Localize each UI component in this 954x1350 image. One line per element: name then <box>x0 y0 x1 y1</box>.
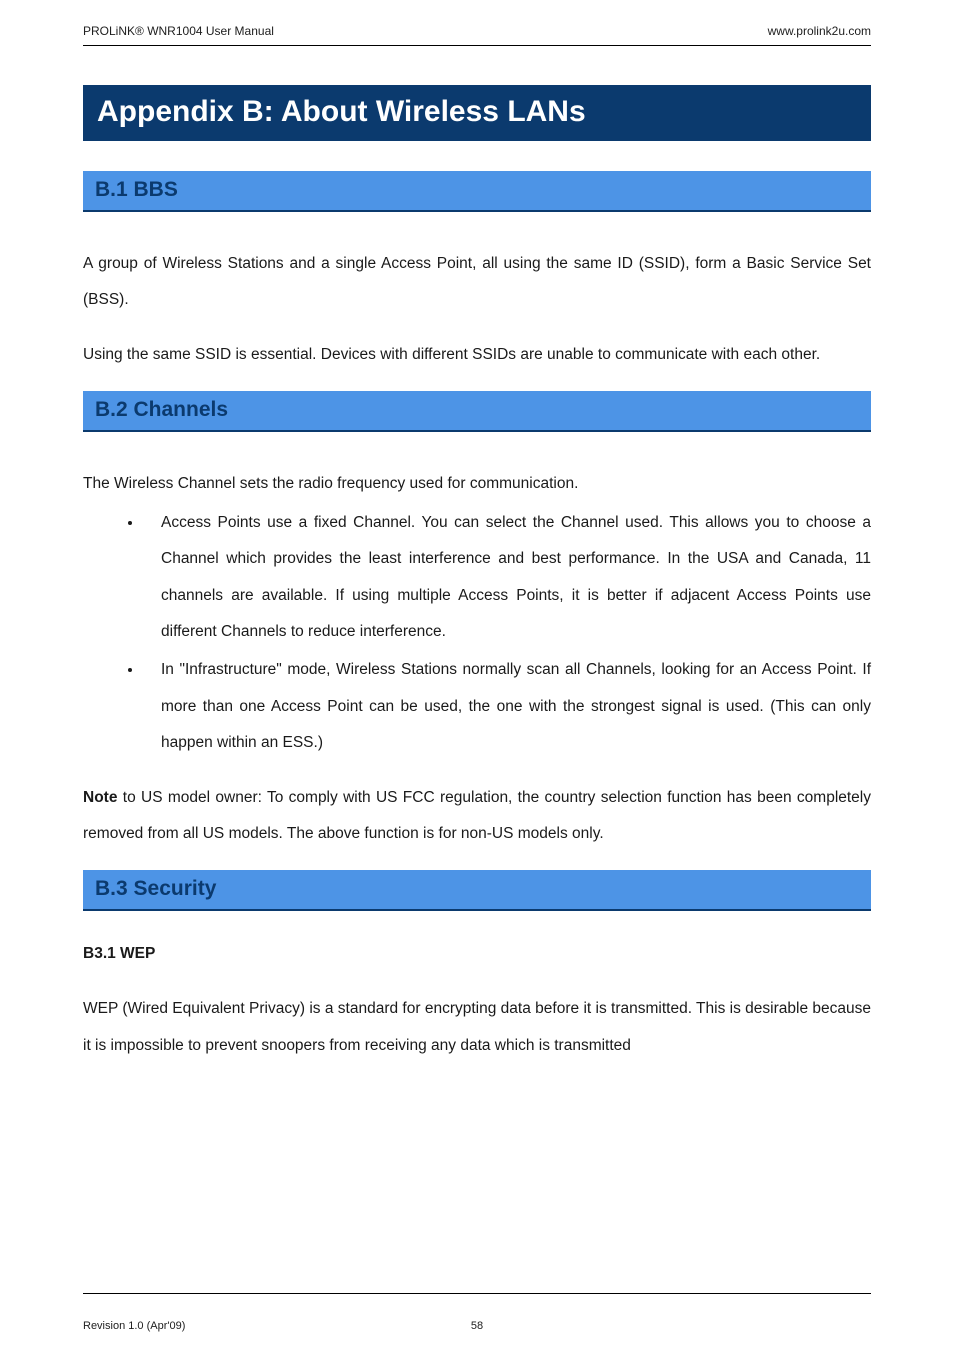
section-b1-heading: B.1 BBS <box>83 171 871 212</box>
section-b3-body: WEP (Wired Equivalent Privacy) is a stan… <box>83 991 871 1064</box>
b1-para2: Using the same SSID is essential. Device… <box>83 337 871 373</box>
section-b2-body: The Wireless Channel sets the radio freq… <box>83 466 871 852</box>
footer-page-number: 58 <box>83 1320 871 1332</box>
b2-note-text: to US model owner: To comply with US FCC… <box>83 789 871 842</box>
page-title-banner: Appendix B: About Wireless LANs <box>83 85 871 141</box>
page: PROLiNK® WNR1004 User Manual www.prolink… <box>0 0 954 1350</box>
footer-rule <box>83 1293 871 1294</box>
section-b3-heading: B.3 Security <box>83 870 871 911</box>
header-left: PROLiNK® WNR1004 User Manual <box>83 24 274 38</box>
b2-bullet-2: In "Infrastructure" mode, Wireless Stati… <box>143 652 871 761</box>
b3-sub-heading: B3.1 WEP <box>83 945 871 963</box>
b1-para1: A group of Wireless Stations and a singl… <box>83 246 871 319</box>
content-area: Appendix B: About Wireless LANs B.1 BBS … <box>83 85 871 1082</box>
header-right: www.prolink2u.com <box>768 24 871 38</box>
b2-intro: The Wireless Channel sets the radio freq… <box>83 466 871 502</box>
b3-para1: WEP (Wired Equivalent Privacy) is a stan… <box>83 991 871 1064</box>
b2-note: Note to US model owner: To comply with U… <box>83 780 871 853</box>
b2-bullet-list: Access Points use a fixed Channel. You c… <box>83 505 871 762</box>
b2-bullet-1: Access Points use a fixed Channel. You c… <box>143 505 871 651</box>
section-b2-heading: B.2 Channels <box>83 391 871 432</box>
header-rule <box>83 45 871 46</box>
page-header: PROLiNK® WNR1004 User Manual www.prolink… <box>83 24 871 38</box>
section-b1-body: A group of Wireless Stations and a singl… <box>83 246 871 373</box>
b2-note-label: Note <box>83 789 117 806</box>
